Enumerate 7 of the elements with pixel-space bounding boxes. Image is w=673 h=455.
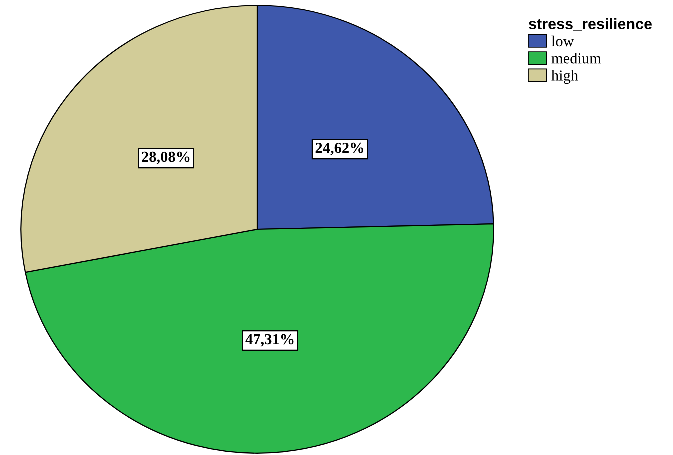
legend-label: medium — [552, 53, 602, 64]
legend-label: low — [552, 36, 574, 47]
data-label: 28,08% — [142, 152, 190, 164]
legend-label: high — [552, 70, 578, 84]
data-label: 47,31% — [246, 334, 294, 347]
data-label: 24,62% — [316, 142, 364, 156]
legend-title: stress_resilience — [529, 18, 652, 32]
